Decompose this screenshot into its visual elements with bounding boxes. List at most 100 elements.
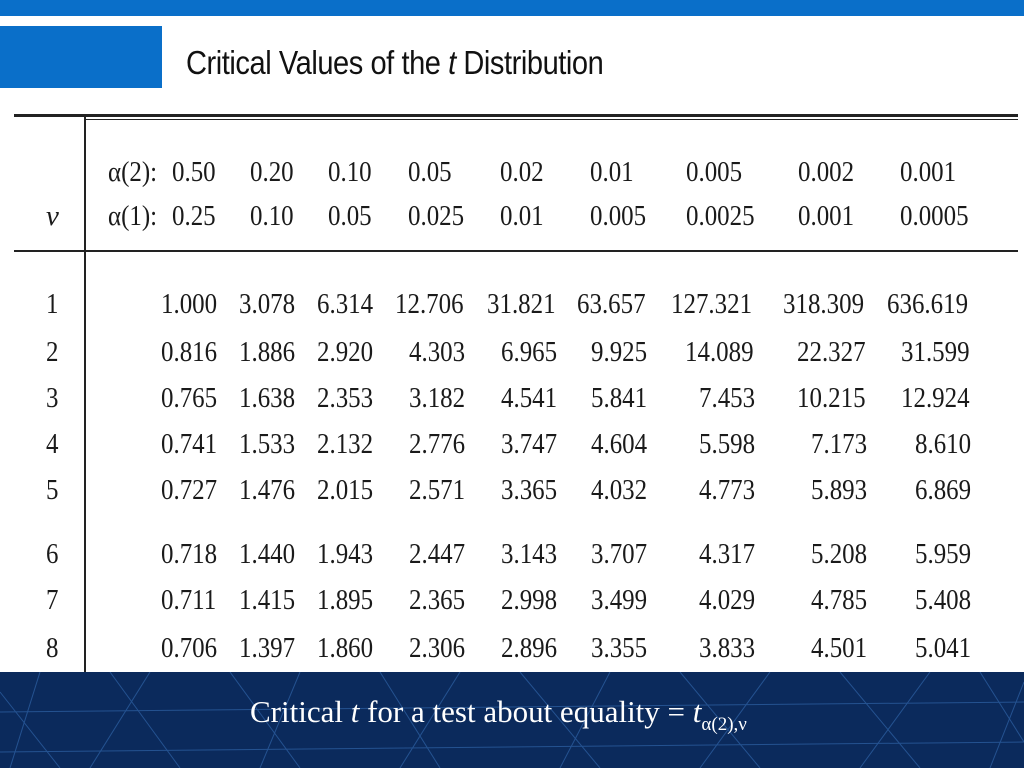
table-cell: 1.943 (317, 538, 374, 570)
df-label: 5 (46, 474, 59, 506)
table-cell: 3.182 (409, 382, 466, 414)
table-cell: 2.365 (409, 584, 466, 616)
table-cell: 12.706 (394, 288, 464, 320)
table-cell: 5.959 (915, 538, 972, 570)
alpha2-value: 0.02 (500, 156, 544, 188)
table-cell: 6.965 (501, 336, 558, 368)
alpha2-value: 0.001 (900, 156, 957, 188)
table-cell: 5.893 (811, 474, 868, 506)
table-cell: 1.476 (239, 474, 296, 506)
table-cell: 9.925 (591, 336, 648, 368)
table-cell: 7.173 (811, 428, 868, 460)
table-cell: 1.415 (239, 584, 296, 616)
table-cell: 2.353 (317, 382, 374, 414)
df-label: 7 (46, 584, 59, 616)
alpha2-value: 0.50 (172, 156, 216, 188)
table-cell: 2.776 (409, 428, 466, 460)
top-accent-bar (0, 0, 1024, 16)
title-accent-block (0, 26, 162, 88)
table-cell: 1.533 (239, 428, 296, 460)
alpha1-value: 0.01 (500, 200, 544, 232)
table-cell: 127.321 (670, 288, 752, 320)
table-cell: 3.707 (591, 538, 648, 570)
table-cell: 5.598 (699, 428, 756, 460)
alpha1-value: 0.10 (250, 200, 294, 232)
table-cell: 10.215 (796, 382, 866, 414)
df-label: 8 (46, 632, 59, 664)
table-cell: 0.816 (161, 336, 218, 368)
table-cell: 12.924 (900, 382, 970, 414)
table-cell: 0.741 (161, 428, 218, 460)
table-cell: 5.841 (591, 382, 648, 414)
table-cell: 2.447 (409, 538, 466, 570)
caption-text: Critical t for a test about equality = t… (250, 694, 747, 735)
table-cell: 7.453 (699, 382, 756, 414)
table-cell: 14.089 (684, 336, 754, 368)
table-cell: 3.499 (591, 584, 648, 616)
alpha2-value: 0.10 (328, 156, 372, 188)
table-cell: 8.610 (915, 428, 972, 460)
table-cell: 4.604 (591, 428, 648, 460)
table-cell: 2.571 (409, 474, 466, 506)
table-vertical-rule (84, 116, 86, 672)
table-cell: 6.869 (915, 474, 972, 506)
table-cell: 3.078 (239, 288, 296, 320)
table-cell: 4.785 (811, 584, 868, 616)
table-cell: 2.998 (501, 584, 558, 616)
alpha2-value: 0.05 (408, 156, 452, 188)
table-cell: 3.143 (501, 538, 558, 570)
alpha1-value: 0.025 (408, 200, 465, 232)
table-cell: 31.599 (900, 336, 970, 368)
table-cell: 63.657 (576, 288, 646, 320)
df-label: 6 (46, 538, 59, 570)
table-cell: 2.132 (317, 428, 374, 460)
footer-decorative-lines (0, 672, 1024, 768)
table-cell: 4.029 (699, 584, 756, 616)
table-cell: 1.895 (317, 584, 374, 616)
alpha1-value: 0.001 (798, 200, 855, 232)
alpha2-value: 0.002 (798, 156, 855, 188)
table-cell: 2.920 (317, 336, 374, 368)
table-cell: 636.619 (886, 288, 968, 320)
table-cell: 31.821 (486, 288, 556, 320)
table-top-rule (14, 114, 1018, 117)
table-cell: 3.833 (699, 632, 756, 664)
alpha1-value: 0.25 (172, 200, 216, 232)
alpha1-value: 0.005 (590, 200, 647, 232)
table-cell: 318.309 (782, 288, 864, 320)
table-cell: 5.208 (811, 538, 868, 570)
table-cell: 1.397 (239, 632, 296, 664)
alpha1-value: 0.05 (328, 200, 372, 232)
table-top-rule-inner (86, 119, 1018, 120)
table-cell: 3.365 (501, 474, 558, 506)
table-cell: 4.773 (699, 474, 756, 506)
alpha1-value: 0.0025 (686, 200, 755, 232)
slide-title: Critical Values of the t Distribution (186, 44, 604, 81)
table-cell: 4.317 (699, 538, 756, 570)
table-cell: 0.765 (161, 382, 218, 414)
table-cell: 1.638 (239, 382, 296, 414)
table-cell: 4.541 (501, 382, 558, 414)
table-cell: 4.032 (591, 474, 648, 506)
alpha2-value: 0.01 (590, 156, 634, 188)
df-label: 2 (46, 336, 59, 368)
table-cell: 2.306 (409, 632, 466, 664)
table-cell: 6.314 (317, 288, 374, 320)
alpha2-value: 0.20 (250, 156, 294, 188)
table-cell: 4.303 (409, 336, 466, 368)
alpha2-value: 0.005 (686, 156, 743, 188)
table-cell: 1.000 (161, 288, 218, 320)
nu-header: ν (46, 200, 59, 232)
alpha2-label: α(2): (108, 156, 158, 188)
table-cell: 2.896 (501, 632, 558, 664)
table-cell: 5.041 (915, 632, 972, 664)
table-cell: 2.015 (317, 474, 374, 506)
table-cell: 3.355 (591, 632, 648, 664)
table-cell: 5.408 (915, 584, 972, 616)
df-label: 1 (46, 288, 59, 320)
alpha1-value: 0.0005 (900, 200, 969, 232)
table-cell: 0.718 (161, 538, 218, 570)
table-cell: 0.706 (161, 632, 218, 664)
table-cell: 0.711 (161, 584, 217, 616)
table-cell: 22.327 (796, 336, 866, 368)
